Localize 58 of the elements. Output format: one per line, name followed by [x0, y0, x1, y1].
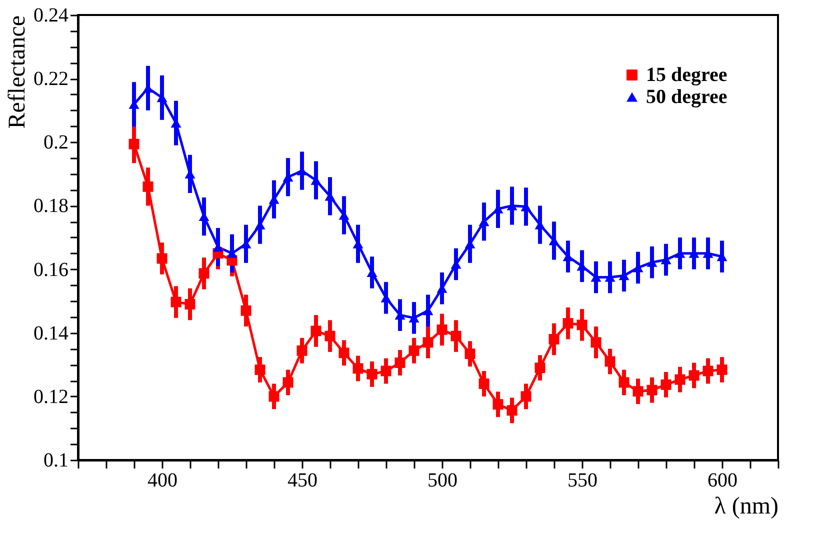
x-axis-title: λ (nm) — [714, 494, 778, 520]
legend-label: 15 degree — [646, 64, 728, 86]
y-tick-label: 0.16 — [34, 258, 68, 281]
point — [240, 305, 252, 316]
y-tick-label: 0.14 — [34, 322, 68, 344]
point — [688, 370, 700, 381]
point — [436, 324, 448, 335]
y-axis-title: Reflectance — [4, 16, 30, 129]
y-tick-label: 0.2 — [44, 132, 68, 154]
point — [562, 318, 574, 329]
point — [450, 330, 462, 342]
point — [674, 374, 686, 385]
point — [548, 334, 560, 344]
point — [408, 345, 420, 356]
point — [492, 399, 504, 410]
point — [282, 377, 294, 388]
point — [604, 356, 616, 367]
point — [324, 330, 336, 342]
point — [170, 296, 182, 308]
point — [128, 138, 140, 150]
point — [660, 379, 672, 390]
y-tick-label: 0.1 — [44, 450, 68, 472]
point — [422, 337, 434, 348]
point — [296, 345, 308, 356]
point — [646, 384, 658, 396]
x-tick-label: 500 — [428, 470, 458, 492]
y-tick-label: 0.22 — [34, 68, 68, 90]
y-tick-label: 0.18 — [34, 195, 68, 218]
x-tick-label: 450 — [288, 470, 318, 492]
point — [366, 368, 378, 380]
point — [464, 348, 476, 360]
point — [520, 391, 532, 402]
point — [338, 348, 350, 358]
y-tick-label: 0.12 — [34, 386, 68, 408]
point — [702, 366, 714, 376]
y-tick-label: 0.24 — [34, 4, 68, 26]
point — [254, 364, 266, 375]
point — [716, 364, 728, 375]
point — [142, 181, 154, 192]
point — [380, 366, 392, 376]
point — [156, 253, 168, 264]
point — [506, 405, 518, 416]
legend-label: 50 degree — [646, 86, 728, 108]
point — [576, 320, 588, 330]
point — [268, 391, 280, 402]
point — [618, 377, 630, 388]
point — [394, 357, 406, 368]
point — [310, 326, 322, 336]
point — [534, 362, 546, 374]
point — [352, 363, 364, 374]
point — [590, 337, 602, 348]
x-tick-label: 600 — [708, 470, 738, 492]
x-tick-label: 550 — [568, 470, 598, 492]
point — [478, 378, 490, 389]
x-tick-label: 400 — [148, 470, 178, 492]
point — [632, 386, 644, 397]
point — [198, 268, 210, 279]
point — [184, 299, 196, 310]
